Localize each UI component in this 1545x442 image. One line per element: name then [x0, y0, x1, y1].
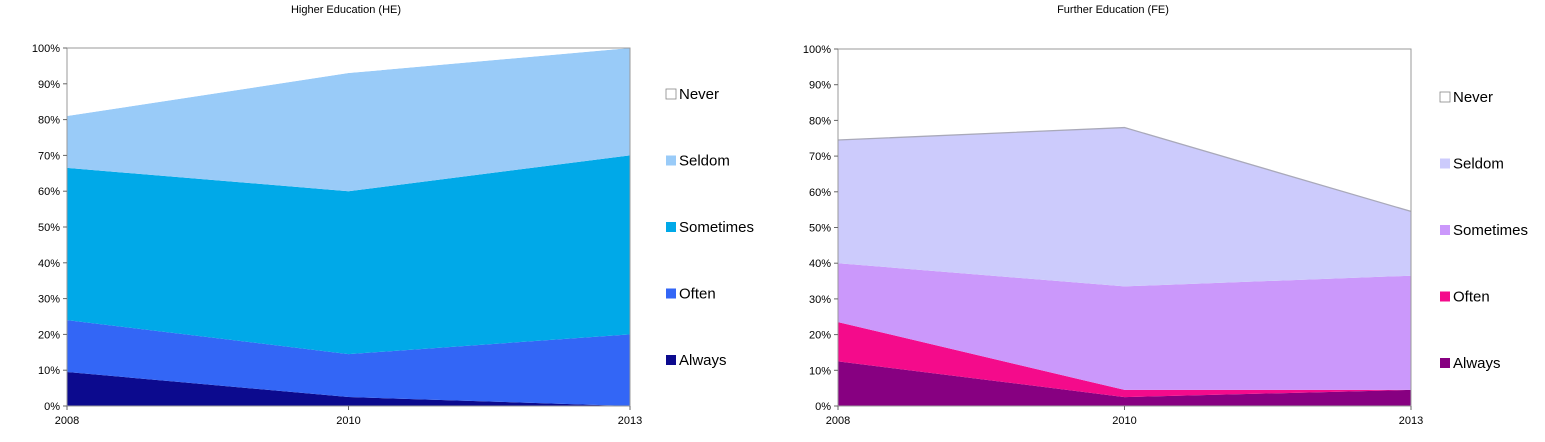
- y-tick-label: 0%: [44, 401, 60, 413]
- legend-label: Seldom: [1453, 156, 1504, 173]
- chart-svg: Higher Education (HE) 0% 10% 20% 30% 40% 50% 60…: [32, 4, 754, 427]
- y-tick-label: 60%: [809, 187, 831, 199]
- x-tick-label: 2008: [826, 415, 850, 427]
- legend-label: Always: [679, 352, 727, 369]
- area-often: [838, 322, 1411, 398]
- legend-swatch: [1440, 291, 1450, 302]
- area-sometimes: [838, 263, 1411, 390]
- legend-item-never: Never: [665, 86, 719, 103]
- x-tick-label: 2008: [55, 415, 79, 427]
- legend-item-often: Often: [666, 286, 716, 303]
- y-tick-label: 30%: [809, 294, 831, 306]
- y-tick-label: 80%: [809, 115, 831, 127]
- legend-item-sometimes: Sometimes: [1440, 222, 1528, 239]
- legend-swatch: [666, 288, 676, 299]
- area-boundary-line: [837, 126, 1412, 213]
- y-tick-label: 10%: [38, 365, 60, 377]
- legend-swatch: [666, 355, 676, 365]
- chart-title: Higher Education (HE): [291, 4, 401, 16]
- legend-label: Often: [679, 286, 716, 303]
- y-tick-label: 30%: [38, 294, 60, 306]
- area-always: [838, 361, 1411, 406]
- chart-higher-education: Higher Education (HE) 0% 10% 20% 30% 40% 50% 60…: [0, 0, 772, 442]
- y-tick-label: 90%: [809, 80, 831, 92]
- y-tick-label: 70%: [38, 150, 60, 162]
- legend-item-always: Always: [1440, 355, 1501, 372]
- legend-swatch: [666, 222, 676, 232]
- y-tick-label: 100%: [32, 43, 60, 55]
- area-seldom: [67, 48, 630, 192]
- legend-label: Sometimes: [679, 219, 754, 236]
- x-tick-label: 2013: [618, 415, 642, 427]
- legend-item-always: Always: [666, 352, 727, 369]
- legend-item-seldom: Seldom: [1440, 156, 1504, 173]
- legend-swatch: [1440, 225, 1450, 235]
- legend-item-often: Often: [1440, 289, 1490, 306]
- y-tick-label: 50%: [809, 223, 831, 235]
- x-tick-label: 2010: [336, 415, 360, 427]
- area-often: [67, 320, 630, 406]
- legend-swatch: [665, 88, 677, 100]
- y-tick-label: 90%: [38, 79, 60, 91]
- y-tick-label: 40%: [38, 258, 60, 270]
- chart-title: Further Education (FE): [1057, 4, 1169, 16]
- x-tick-label: 2010: [1112, 415, 1136, 427]
- legend-item-never: Never: [1439, 89, 1493, 106]
- legend-swatch: [1440, 158, 1450, 169]
- chart-svg: Further Education (FE) 0% 10% 20% 30% 40% 50% 6…: [803, 4, 1528, 427]
- y-tick-label: 10%: [809, 365, 831, 377]
- y-tick-label: 80%: [38, 115, 60, 127]
- legend-label: Never: [679, 86, 719, 103]
- legend-label: Often: [1453, 289, 1490, 306]
- legend-swatch: [1440, 358, 1450, 368]
- legend-label: Never: [1453, 89, 1493, 106]
- y-tick-label: 0%: [815, 401, 831, 413]
- area-seldom: [838, 127, 1411, 287]
- area-never: [838, 49, 1411, 212]
- y-tick-label: 60%: [38, 186, 60, 198]
- legend-swatch: [1439, 91, 1451, 103]
- y-tick-label: 50%: [38, 222, 60, 234]
- y-tick-label: 100%: [803, 44, 831, 56]
- x-tick-label: 2013: [1399, 415, 1423, 427]
- legend-label: Always: [1453, 355, 1501, 372]
- legend-item-seldom: Seldom: [666, 153, 730, 170]
- y-tick-label: 40%: [809, 258, 831, 270]
- y-tick-label: 20%: [38, 329, 60, 341]
- legend-item-sometimes: Sometimes: [666, 219, 754, 236]
- area-always: [67, 371, 630, 406]
- legend-label: Sometimes: [1453, 222, 1528, 239]
- y-tick-label: 20%: [809, 330, 831, 342]
- chart-further-education: Further Education (FE) 0% 10% 20% 30% 40% 50% 6…: [772, 0, 1545, 442]
- legend-swatch: [666, 155, 676, 166]
- y-tick-label: 70%: [809, 151, 831, 163]
- area-never: [67, 48, 630, 117]
- legend-label: Seldom: [679, 153, 730, 170]
- area-sometimes: [67, 155, 630, 355]
